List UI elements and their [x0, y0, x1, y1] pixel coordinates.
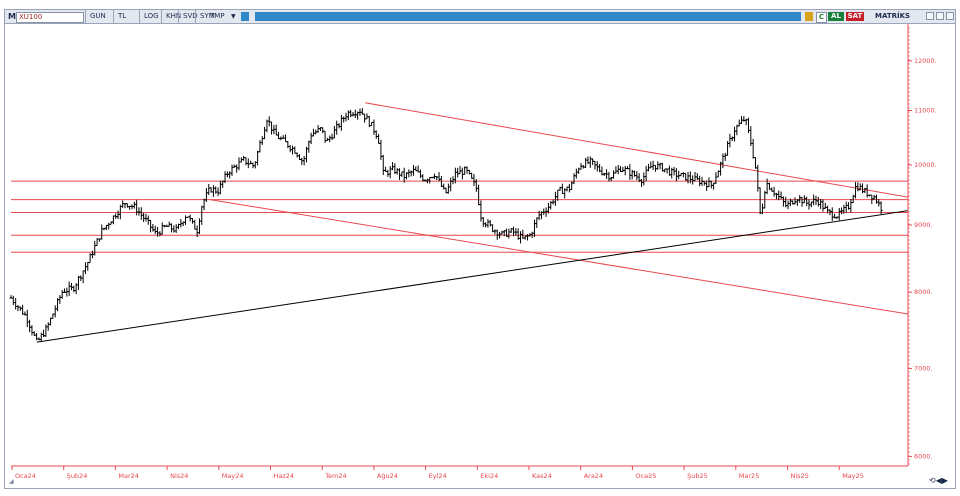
currency-tl-button[interactable]: TL [113, 10, 126, 23]
x-tick-label: Şub24 [67, 472, 88, 480]
x-tick-label: Şub25 [687, 472, 708, 480]
chevron-down-icon[interactable]: ▼ [231, 13, 236, 20]
x-tick-label: Nis24 [170, 472, 188, 480]
price-chart: 12000. 11000. 10000. 9000. 8000. 7000. 6000. O… [9, 24, 937, 480]
svd-button[interactable]: SVD [178, 10, 198, 23]
y-tick-label: 11000. [914, 106, 937, 114]
x-tick-label: Eyl24 [429, 472, 447, 480]
c-icon-button[interactable]: C [816, 12, 827, 23]
y-tick-label: 9000. [914, 221, 933, 229]
horizontal-levels [11, 180, 908, 253]
x-tick-label: Tem24 [324, 472, 346, 480]
period-gun-button[interactable]: GUN [85, 10, 106, 23]
maximize-icon[interactable] [936, 12, 944, 20]
x-axis-ticks: Oca24 Şub24 Mar24 Nis24 May24 Haz24 Tem24 Ağu24… [11, 466, 864, 480]
symbol-input[interactable]: XU100 [16, 12, 84, 23]
lock-icon[interactable] [805, 12, 813, 21]
y-tick-label: 8000. [914, 288, 933, 296]
x-tick-label: Eki24 [480, 472, 498, 480]
x-tick-label: Mar24 [118, 472, 139, 480]
scroll-arrows-icon[interactable]: ⟲◀▶ [929, 476, 949, 485]
y-tick-label: 12000. [914, 57, 937, 65]
y-tick-label: 6000. [914, 452, 933, 460]
upper-channel-trendline [365, 102, 909, 198]
settings-icon[interactable] [241, 12, 249, 21]
resize-handle-icon[interactable]: ◢ [9, 478, 14, 485]
y-tick-label: 7000. [914, 364, 933, 372]
x-tick-label: Nis25 [791, 472, 809, 480]
chart-window: M XU100 GUN TL LOG KHN SVD SYM TMP ▼ C A… [4, 9, 956, 489]
toolbar-fill-bar [255, 12, 801, 21]
lower-channel-trendline [209, 199, 909, 315]
chart-toolbar: M XU100 GUN TL LOG KHN SVD SYM TMP ▼ C A… [5, 10, 955, 24]
y-tick-label: 10000. [914, 161, 937, 169]
x-tick-label: Ağu24 [377, 472, 398, 480]
tmp-button[interactable]: TMP [210, 12, 225, 20]
support-trendline [36, 210, 909, 343]
sell-button[interactable]: SAT [846, 12, 864, 21]
sym-button[interactable]: SYM [195, 10, 215, 23]
khn-button[interactable]: KHN [161, 10, 181, 23]
x-tick-label: Haz24 [274, 472, 295, 480]
x-tick-label: Mar25 [739, 472, 760, 480]
trendlines [36, 102, 909, 343]
x-tick-label: Ara24 [584, 472, 603, 480]
x-tick-label: May25 [842, 472, 864, 480]
close-icon[interactable] [946, 12, 954, 20]
y-axis-ticks: 12000. 11000. 10000. 9000. 8000. 7000. 6000. [908, 27, 937, 465]
window-menu-icon[interactable]: M [8, 12, 16, 21]
log-scale-button[interactable]: LOG [139, 10, 159, 23]
buy-button[interactable]: AL [828, 12, 844, 21]
x-tick-label: Oca24 [15, 472, 36, 480]
x-tick-label: May24 [222, 472, 244, 480]
price-bars [9, 107, 883, 342]
x-tick-label: Kas24 [532, 472, 552, 480]
x-tick-label: Oca25 [635, 472, 656, 480]
minimize-icon[interactable] [926, 12, 934, 20]
brand-label: MATRİKS [875, 12, 911, 20]
